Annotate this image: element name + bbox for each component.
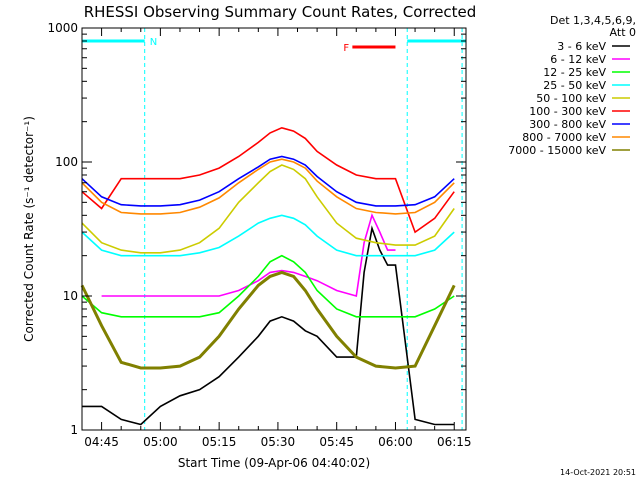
legend-label: 12 - 25 keV bbox=[543, 66, 606, 79]
series-line bbox=[81, 155, 455, 207]
x-tick-label: 04:45 bbox=[84, 435, 119, 449]
series-line bbox=[101, 213, 396, 298]
legend-label: 3 - 6 keV bbox=[557, 40, 606, 53]
legend-label: 100 - 300 keV bbox=[529, 105, 606, 118]
axes: 1 10 100 1000 04:45 05:00 05:15 05:30 05:45 06:00… bbox=[47, 21, 471, 449]
y-tick-label: 1 bbox=[70, 423, 78, 437]
x-tick-label: 06:00 bbox=[378, 435, 413, 449]
x-tick-label: 05:30 bbox=[261, 435, 296, 449]
y-tick-label: 10 bbox=[63, 289, 78, 303]
plot-area: NF bbox=[80, 28, 466, 430]
legend-label: 6 - 12 keV bbox=[550, 53, 606, 66]
series-line bbox=[82, 225, 455, 426]
series-line bbox=[81, 126, 455, 234]
x-tick-label: 05:15 bbox=[202, 435, 237, 449]
x-tick-label: 05:45 bbox=[319, 435, 354, 449]
x-tick-label: 05:00 bbox=[143, 435, 178, 449]
x-tick-label: 06:15 bbox=[437, 435, 472, 449]
legend-header: Att 0 bbox=[610, 26, 636, 39]
legend-label: 50 - 100 keV bbox=[536, 92, 606, 105]
y-tick-label: 1000 bbox=[47, 21, 78, 35]
legend-label: 300 - 800 keV bbox=[529, 118, 606, 131]
chart-title: RHESSI Observing Summary Count Rates, Co… bbox=[84, 3, 477, 21]
annotation-label: F bbox=[343, 43, 349, 54]
series-line bbox=[80, 270, 456, 370]
y-axis-label: Corrected Count Rate (s⁻¹ detector⁻¹) bbox=[22, 116, 36, 342]
series-line bbox=[81, 254, 455, 318]
series-line bbox=[81, 158, 455, 215]
plot-frame bbox=[81, 27, 467, 431]
series-line bbox=[81, 214, 455, 257]
x-axis-label: Start Time (09-Apr-06 04:40:02) bbox=[178, 456, 370, 470]
annotation-label: N bbox=[150, 37, 157, 48]
y-tick-label: 100 bbox=[55, 155, 78, 169]
legend-label: 7000 - 15000 keV bbox=[508, 144, 606, 157]
legend-label: 800 - 7000 keV bbox=[522, 131, 606, 144]
legend-header: Det 1,3,4,5,6,9, bbox=[550, 14, 636, 27]
legend-label: 25 - 50 keV bbox=[543, 79, 606, 92]
footer-timestamp: 14-Oct-2021 20:51 bbox=[560, 468, 636, 477]
series-line bbox=[81, 164, 455, 254]
